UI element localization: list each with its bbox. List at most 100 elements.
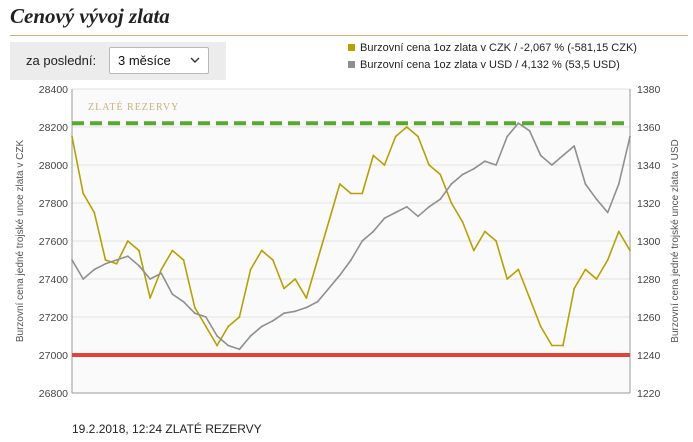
series-line-czk-point — [573, 287, 576, 290]
series-line-usd-point — [584, 183, 587, 185]
series-line-usd-point — [394, 211, 397, 214]
series-line-usd-point — [216, 335, 218, 337]
series-line-czk-point — [338, 183, 341, 185]
series-line-usd-point — [484, 160, 486, 163]
series-line-usd-point — [372, 230, 375, 233]
y-right-tick-label: 1260 — [637, 312, 661, 324]
series-line-czk-point — [461, 221, 464, 223]
series-line-usd-point — [171, 293, 174, 296]
series-line-usd-point — [227, 344, 230, 347]
legend-swatch-usd — [348, 60, 355, 68]
series-line-czk-point — [316, 259, 319, 261]
y-right-tick-label: 1280 — [637, 274, 661, 286]
series-line-usd-point — [528, 129, 531, 132]
series-line-czk-point — [372, 154, 375, 157]
series-line-usd-point — [417, 215, 419, 218]
series-line-czk-point — [528, 297, 531, 299]
series-line-usd-point — [193, 312, 196, 315]
series-line-usd-point — [472, 167, 475, 170]
chevron-down-icon — [190, 57, 200, 63]
y-left-tick-label: 27800 — [39, 198, 68, 210]
series-line-czk-point — [350, 192, 352, 195]
series-line-czk-point — [115, 262, 118, 265]
series-line-czk-point — [205, 325, 207, 328]
series-line-czk-point — [193, 306, 196, 309]
y-left-tick-label: 27400 — [39, 274, 68, 286]
series-line-czk-point — [283, 287, 285, 290]
series-line-czk-point — [238, 316, 241, 318]
series-line-usd-point — [271, 319, 274, 322]
series-line-czk-point — [428, 164, 431, 166]
series-line-czk-point — [584, 268, 587, 271]
series-line-czk-point — [417, 135, 419, 138]
series-line-usd-point — [573, 145, 576, 147]
series-line-czk-point — [138, 249, 140, 252]
series-line-czk-point — [149, 297, 152, 299]
series-line-usd-point — [550, 164, 553, 166]
series-line-usd-point — [517, 122, 520, 125]
series-line-czk-point — [171, 249, 174, 252]
series-line-usd-point — [405, 205, 408, 208]
y-right-tick-label: 1220 — [637, 388, 661, 400]
series-line-usd-point — [260, 325, 263, 328]
series-line-czk-point — [495, 240, 497, 242]
series-line-usd-point — [617, 183, 620, 185]
y-right-axis-title: Burzovní cena jedné trojské unce zlata v… — [670, 139, 681, 342]
legend-item-usd[interactable]: Burzovní cena 1oz zlata v USD / 4,132 % … — [348, 57, 637, 74]
series-line-usd-point — [126, 255, 129, 258]
series-line-usd-point — [338, 274, 341, 277]
series-line-usd-point — [495, 164, 497, 166]
y-right-tick-label: 1240 — [637, 350, 661, 362]
series-line-usd-point — [249, 335, 252, 337]
period-label: za poslední: — [26, 53, 97, 68]
series-line-czk-point — [517, 268, 520, 271]
series-line-usd-point — [71, 259, 73, 261]
legend-label-usd: Burzovní cena 1oz zlata v USD / 4,132 % … — [360, 59, 620, 71]
series-line-usd-point — [562, 154, 564, 157]
series-line-czk-point — [182, 259, 185, 261]
period-select[interactable]: 3 měsíce — [109, 47, 209, 74]
series-line-usd-point — [205, 316, 207, 318]
series-line-czk-point — [562, 344, 564, 347]
series-line-czk-point — [539, 325, 542, 328]
series-line-czk-point — [606, 259, 609, 261]
series-line-usd-point — [595, 198, 598, 201]
legend-item-czk[interactable]: Burzovní cena 1oz zlata v CZK / -2,067 %… — [348, 40, 637, 57]
series-line-czk-point — [550, 344, 553, 347]
legend-label-czk: Burzovní cena 1oz zlata v CZK / -2,067 %… — [360, 42, 637, 54]
series-line-usd-point — [539, 154, 542, 157]
series-line-usd-point — [327, 287, 330, 290]
series-line-usd-point — [361, 240, 364, 242]
series-line-usd-point — [104, 262, 107, 265]
series-line-usd-point — [283, 312, 285, 315]
y-left-tick-label: 26800 — [39, 388, 68, 400]
series-line-usd-point — [450, 183, 453, 185]
series-line-usd-point — [350, 259, 352, 261]
y-right-tick-label: 1340 — [637, 160, 661, 172]
y-left-tick-label: 28400 — [39, 84, 68, 96]
series-line-usd-point — [629, 135, 631, 138]
series-line-usd-point — [115, 259, 118, 261]
series-line-czk-point — [405, 126, 408, 128]
series-line-czk-point — [506, 278, 509, 280]
series-line-usd-point — [305, 306, 308, 309]
series-line-czk-point — [383, 164, 386, 166]
series-line-czk-point — [216, 344, 218, 347]
y-right-tick-label: 1380 — [637, 84, 661, 96]
period-select-value: 3 měsíce — [118, 53, 171, 68]
series-line-usd-point — [160, 272, 163, 275]
series-line-czk-point — [126, 240, 129, 242]
series-line-czk-point — [450, 202, 453, 204]
series-line-czk-point — [595, 278, 598, 280]
series-line-czk-point — [394, 135, 397, 138]
series-line-czk-point — [305, 297, 308, 299]
series-line-czk-point — [629, 249, 631, 252]
watermark-logo: ZLATÉ REZERVY — [88, 101, 179, 113]
series-line-usd-point — [461, 173, 464, 176]
series-line-usd-point — [294, 310, 297, 313]
series-line-usd-point — [182, 300, 185, 303]
series-line-czk-point — [104, 259, 107, 261]
y-left-tick-label: 27600 — [39, 236, 68, 248]
series-line-czk-point — [472, 249, 475, 252]
